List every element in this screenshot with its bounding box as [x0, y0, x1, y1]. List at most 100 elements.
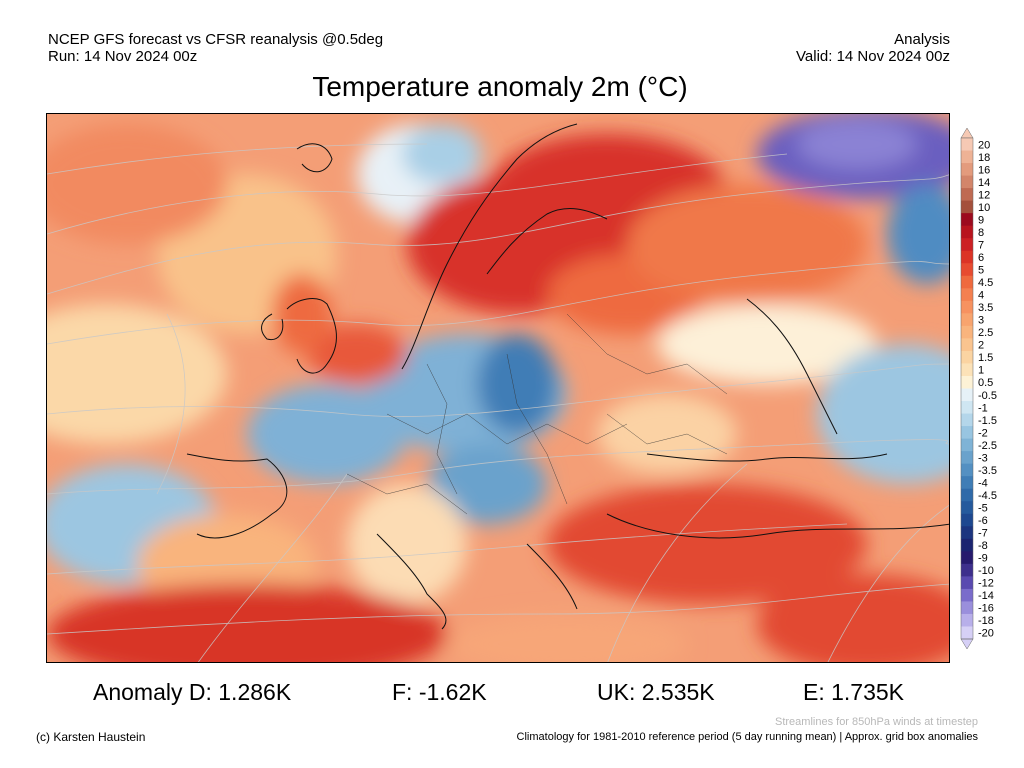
- colorbar-label: -9: [978, 553, 988, 565]
- colorbar-max-arrow: [960, 127, 974, 139]
- colorbar-label: -10: [978, 565, 994, 577]
- model-description: NCEP GFS forecast vs CFSR reanalysis @0.…: [48, 31, 384, 48]
- colorbar-swatch: [961, 263, 973, 277]
- colorbar-label: -5: [978, 502, 988, 514]
- colorbar-swatch: [961, 225, 973, 239]
- anomaly-germany: Anomaly D: 1.286K: [93, 679, 292, 705]
- colorbar-label: -8: [978, 540, 988, 552]
- colorbar-min-arrow: [960, 638, 974, 650]
- colorbar-label: 12: [978, 189, 990, 201]
- colorbar-label: -6: [978, 515, 988, 527]
- colorbar-label: 1: [978, 365, 984, 377]
- colorbar-label: -4: [978, 477, 988, 489]
- wind-streamlines: [47, 143, 949, 662]
- colorbar-swatch: [961, 288, 973, 302]
- colorbar-swatch: [961, 551, 973, 565]
- coastlines: [186, 123, 949, 630]
- colorbar-label: 2: [978, 340, 984, 352]
- analysis-label: Analysis: [894, 31, 950, 48]
- colorbar-swatch: [961, 138, 973, 151]
- header-left: NCEP GFS forecast vs CFSR reanalysis @0.…: [48, 31, 383, 65]
- colorbar-label: 6: [978, 252, 984, 264]
- colorbar-label: 16: [978, 164, 990, 176]
- colorbar-label: 14: [978, 177, 990, 189]
- colorbar-swatch: [961, 526, 973, 540]
- anomaly-map-graphic: [47, 114, 949, 662]
- streamline-note: Streamlines for 850hPa winds at timestep: [775, 716, 978, 728]
- colorbar-label: -16: [978, 603, 994, 615]
- colorbar-label: 2.5: [978, 327, 993, 339]
- colorbar-label: 18: [978, 152, 990, 164]
- colorbar-swatch: [961, 413, 973, 427]
- anomaly-uk: UK: 2.535K: [597, 679, 715, 705]
- colorbar-label: 5: [978, 265, 984, 277]
- colorbar-swatch: [961, 588, 973, 602]
- borders: [346, 313, 728, 515]
- colorbar-swatch: [961, 563, 973, 577]
- colorbar-swatch: [961, 426, 973, 439]
- anomaly-france: F: -1.62K: [392, 679, 487, 705]
- colorbar-label: -4.5: [978, 490, 997, 502]
- anomaly-spain: E: 1.735K: [803, 679, 905, 705]
- colorbar-swatch: [961, 175, 973, 189]
- colorbar-swatch: [961, 250, 973, 264]
- colorbar-label: -1.5: [978, 415, 997, 427]
- map-title: Temperature anomaly 2m (°C): [312, 71, 688, 102]
- colorbar-label: -1: [978, 402, 988, 414]
- colorbar-swatch: [961, 576, 973, 590]
- colorbar-label: 8: [978, 227, 984, 239]
- colorbar-swatch: [961, 626, 973, 640]
- colorbar-swatch: [961, 463, 973, 477]
- valid-time: Valid: 14 Nov 2024 00z: [796, 48, 950, 65]
- colorbar-swatch: [961, 188, 973, 202]
- colorbar-swatch: [961, 163, 973, 176]
- colorbar-label: 9: [978, 214, 984, 226]
- colorbar-swatch: [961, 350, 973, 364]
- colorbar-frame: [960, 137, 974, 640]
- colorbar-swatch: [961, 275, 973, 289]
- colorbar-swatch: [961, 300, 973, 314]
- anomaly-field: [47, 114, 949, 662]
- colorbar-swatch: [961, 613, 973, 627]
- anomaly-map[interactable]: [46, 113, 950, 663]
- colorbar-label: -3: [978, 452, 988, 464]
- colorbar-swatch: [961, 213, 973, 227]
- colorbar-label: 3.5: [978, 302, 993, 314]
- colorbar-swatch: [961, 238, 973, 252]
- colorbar-swatch: [961, 513, 973, 527]
- colorbar-swatch: [961, 150, 973, 164]
- colorbar-swatch: [961, 388, 973, 402]
- colorbar-legend: 201816141210987654.543.532.521.510.5-0.5…: [960, 127, 997, 650]
- colorbar-swatch: [961, 363, 973, 377]
- colorbar-label: -20: [978, 628, 994, 640]
- colorbar-swatch: [961, 476, 973, 490]
- colorbar-label: 0.5: [978, 377, 993, 389]
- colorbar-swatch: [961, 375, 973, 389]
- colorbar-label: -0.5: [978, 390, 997, 402]
- colorbar-swatch: [961, 313, 973, 327]
- colorbar-swatch: [961, 200, 973, 214]
- colorbar-swatch: [961, 338, 973, 352]
- run-time: Run: 14 Nov 2024 00z: [48, 48, 198, 65]
- colorbar-swatch: [961, 401, 973, 414]
- header-right: Analysis Valid: 14 Nov 2024 00z: [796, 31, 950, 65]
- colorbar-label: 3: [978, 315, 984, 327]
- colorbar-label: -3.5: [978, 465, 997, 477]
- colorbar-label: 7: [978, 239, 984, 251]
- colorbar-swatch: [961, 325, 973, 339]
- colorbar-swatch: [961, 438, 973, 452]
- colorbar-label: -7: [978, 528, 988, 540]
- colorbar-label: -12: [978, 578, 994, 590]
- colorbar-label: -18: [978, 615, 994, 627]
- colorbar-label: -14: [978, 590, 994, 602]
- colorbar-label: -2.5: [978, 440, 997, 452]
- colorbar-label: -2: [978, 427, 988, 439]
- colorbar-label: 1.5: [978, 352, 993, 364]
- climatology-note: Climatology for 1981-2010 reference peri…: [516, 731, 978, 743]
- colorbar-swatch: [961, 538, 973, 552]
- colorbar-swatch: [961, 451, 973, 465]
- colorbar-swatch: [961, 601, 973, 615]
- colorbar-swatch: [961, 501, 973, 515]
- colorbar-swatch: [961, 488, 973, 502]
- copyright: (c) Karsten Haustein: [36, 730, 146, 744]
